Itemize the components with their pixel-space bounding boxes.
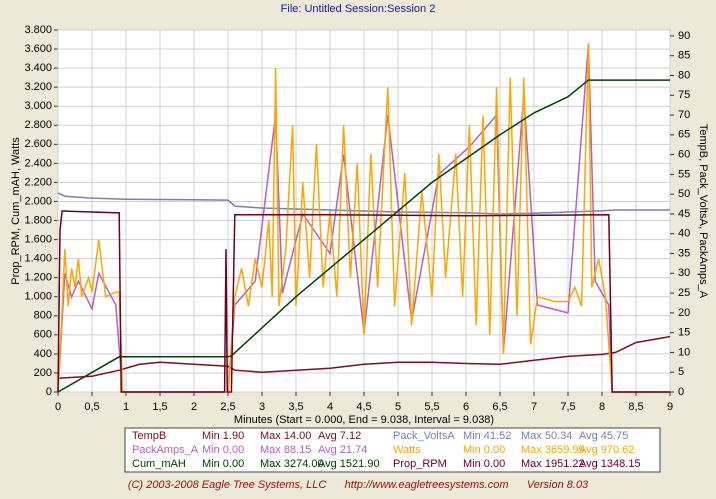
y-tick-label: 1.200 xyxy=(24,272,52,284)
y2-tick-label: 30 xyxy=(678,267,690,279)
y2-tick-label: 50 xyxy=(678,188,690,200)
y2-tick-label: 55 xyxy=(678,168,690,180)
y-tick-label: 200 xyxy=(34,367,52,379)
legend-label: Cum_mAH xyxy=(132,458,186,470)
legend-stat: Avg 45.75 xyxy=(579,430,628,442)
y-tick-label: 3.800 xyxy=(24,24,52,36)
legend-stat: Avg 970.62 xyxy=(579,444,634,456)
legend-stat: Avg 1348.15 xyxy=(579,458,641,470)
chart-title: File: Untitled Session:Session 2 xyxy=(281,3,436,15)
series-line xyxy=(57,43,670,393)
x-tick-label: 9 xyxy=(667,401,673,413)
y2-tick-label: 15 xyxy=(678,327,690,339)
x-tick-label: 0 xyxy=(55,401,61,413)
y2-axis-label: TempB, Pack_VoltsA, PackAmps_A xyxy=(697,124,709,299)
legend-stat: Min 0.00 xyxy=(202,458,244,470)
y-tick-label: 1.400 xyxy=(24,253,52,265)
legend-label: PackAmps_A xyxy=(132,444,199,456)
y-tick-label: 3.200 xyxy=(24,81,52,93)
legend-stat: Max 3659.99 xyxy=(521,444,585,456)
x-tick-label: 1,5 xyxy=(152,401,167,413)
x-tick-label: 6 xyxy=(463,401,469,413)
y2-tick-label: 40 xyxy=(678,228,690,240)
x-tick-label: 8 xyxy=(599,401,605,413)
y2-tick-label: 65 xyxy=(678,129,690,141)
y2-tick-label: 5 xyxy=(678,366,684,378)
y-tick-label: 400 xyxy=(34,348,52,360)
x-tick-label: 7,5 xyxy=(560,401,575,413)
legend-stat: Avg 7.12 xyxy=(318,430,361,442)
y-tick-label: 1.000 xyxy=(24,291,52,303)
y-axis-label: Prop_RPM, Cum_mAH, Watts xyxy=(10,137,22,285)
legend-stat: Min 0.00 xyxy=(202,444,244,456)
x-tick-label: 0,5 xyxy=(84,401,99,413)
footer: (C) 2003-2008 Eagle Tree Systems, LLC ht… xyxy=(128,479,589,491)
legend xyxy=(124,427,661,473)
y-tick-label: 2.000 xyxy=(24,195,52,207)
y2-tick-label: 70 xyxy=(678,109,690,121)
x-tick-label: 3 xyxy=(259,401,265,413)
legend-label: Prop_RPM xyxy=(393,458,447,470)
y-tick-label: 0 xyxy=(46,386,52,398)
y-tick-label: 1.600 xyxy=(24,233,52,245)
x-tick-label: 4 xyxy=(327,401,333,413)
legend-stat: Max 50.34 xyxy=(521,430,572,442)
series-line xyxy=(57,335,671,379)
series-line xyxy=(57,79,670,393)
y-tick-label: 3.600 xyxy=(24,43,52,55)
y2-tick-label: 75 xyxy=(678,89,690,101)
legend-stat: Max 3274.00 xyxy=(260,458,324,470)
y2-tick-label: 80 xyxy=(678,69,690,81)
x-tick-label: 3,5 xyxy=(288,401,303,413)
y-tick-label: 2.600 xyxy=(24,138,52,150)
x-tick-label: 1 xyxy=(123,401,129,413)
legend-stat: Min 41.52 xyxy=(463,430,511,442)
y2-tick-label: 45 xyxy=(678,208,690,220)
series-line xyxy=(57,43,670,393)
legend-stat: Avg 1521.90 xyxy=(318,458,380,470)
legend-stat: Max 1951.22 xyxy=(521,458,585,470)
x-tick-label: 8,5 xyxy=(628,401,643,413)
y2-tick-label: 35 xyxy=(678,247,690,259)
legend-label: TempB xyxy=(132,430,166,442)
x-tick-label: 5 xyxy=(395,401,401,413)
legend-stat: Min 1.90 xyxy=(202,430,244,442)
legend-stat: Avg 21.74 xyxy=(318,444,367,456)
y2-tick-label: 90 xyxy=(678,30,690,42)
legend-stat: Max 88.15 xyxy=(260,444,311,456)
legend-label: Watts xyxy=(393,444,421,456)
y-tick-label: 1.800 xyxy=(24,214,52,226)
y-tick-label: 2.800 xyxy=(24,119,52,131)
y2-tick-label: 60 xyxy=(678,149,690,161)
x-tick-label: 4,5 xyxy=(356,401,371,413)
x-tick-label: 2 xyxy=(191,401,197,413)
y-tick-label: 600 xyxy=(34,329,52,341)
x-axis-label: Minutes (Start = 0.000, End = 9.038, Int… xyxy=(234,414,494,426)
x-tick-label: 7 xyxy=(531,401,537,413)
legend-label: Pack_VoltsA xyxy=(393,430,455,442)
x-tick-label: 5,5 xyxy=(424,401,439,413)
y2-tick-label: 20 xyxy=(678,307,690,319)
y-tick-label: 800 xyxy=(34,310,52,322)
y2-tick-label: 25 xyxy=(678,287,690,299)
legend-stat: Min 0.00 xyxy=(463,444,505,456)
y2-tick-label: 85 xyxy=(678,50,690,62)
y2-tick-label: 10 xyxy=(678,346,690,358)
y-tick-label: 3.400 xyxy=(24,62,52,74)
x-tick-label: 2,5 xyxy=(220,401,235,413)
y-tick-label: 3.000 xyxy=(24,100,52,112)
x-tick-label: 6,5 xyxy=(492,401,507,413)
legend-stat: Max 14.00 xyxy=(260,430,311,442)
y-tick-label: 2.200 xyxy=(24,176,52,188)
legend-stat: Min 0.00 xyxy=(463,458,505,470)
y2-tick-label: 0 xyxy=(678,386,684,398)
series-line xyxy=(57,192,670,215)
series-line xyxy=(57,210,670,393)
y-tick-label: 2.400 xyxy=(24,157,52,169)
